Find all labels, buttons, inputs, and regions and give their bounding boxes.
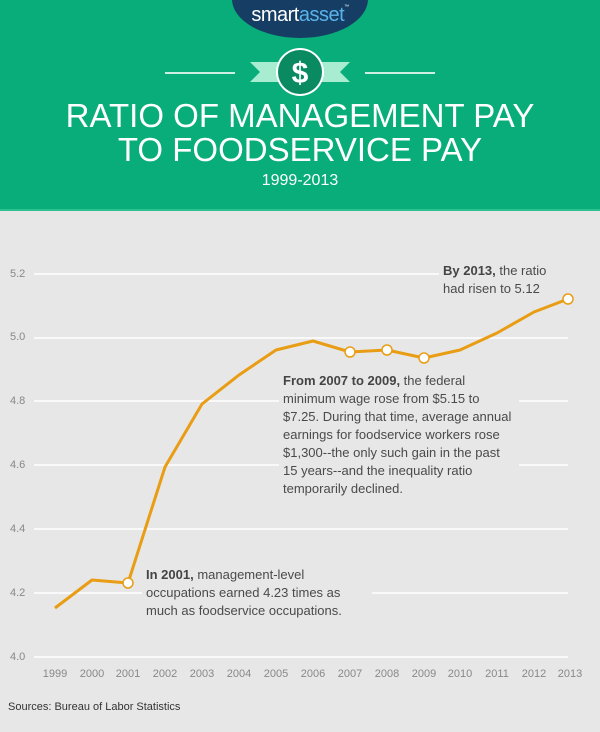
x-tick-2007: 2007 [337, 668, 363, 680]
trademark: ™ [344, 4, 349, 10]
x-tick-2004: 2004 [226, 668, 252, 680]
annotation-2007-text: the federal minimum wage rose from $5.15… [283, 373, 512, 496]
x-tick-2002: 2002 [152, 668, 178, 680]
source-note: Sources: Bureau of Labor Statistics [8, 701, 181, 713]
x-tick-2012: 2012 [521, 668, 547, 680]
x-tick-2011: 2011 [485, 668, 509, 680]
dollar-badge: $ [250, 48, 350, 96]
y-tick-4.4: 4.4 [10, 523, 26, 535]
header-banner: smartasset™ $ RATIO OF MANAGEMENT PAY TO… [0, 0, 600, 211]
smartasset-logo: smartasset™ [232, 4, 368, 27]
svg-text:$: $ [292, 57, 309, 90]
title-line-2: TO FOODSERVICE PAY [117, 131, 483, 168]
y-tick-5.0: 5.0 [10, 331, 26, 343]
subtitle-years: 1999-2013 [261, 172, 339, 189]
divider-left [165, 72, 235, 74]
annotation-2013-bold: By 2013, [443, 263, 496, 278]
x-tick-2003: 2003 [189, 668, 215, 680]
y-tick-5.2: 5.2 [10, 268, 26, 280]
logo-text-smart: smart [251, 4, 299, 26]
logo-text-asset: asset [298, 4, 345, 26]
x-tick-2006: 2006 [300, 668, 326, 680]
annotation-2007-2009: From 2007 to 2009, the federal minimum w… [279, 372, 519, 498]
annotation-2007-bold: From 2007 to 2009, [283, 373, 401, 388]
divider-right [365, 72, 435, 74]
dollar-icon [278, 50, 322, 94]
header-edge [0, 209, 600, 211]
page-title: RATIO OF MANAGEMENT PAY TO FOODSERVICE P… [0, 99, 600, 167]
y-tick-4.0: 4.0 [10, 651, 26, 663]
annotation-2001: In 2001, management-level occupations ea… [142, 566, 372, 620]
x-tick-2009: 2009 [411, 668, 437, 680]
title-line-1: RATIO OF MANAGEMENT PAY [65, 97, 535, 134]
annotation-2013-text: the ratio had risen to 5.12 [443, 263, 547, 296]
y-tick-4.2: 4.2 [10, 587, 26, 599]
annotation-2013: By 2013, the ratio had risen to 5.12 [439, 262, 569, 298]
x-tick-2005: 2005 [263, 668, 289, 680]
x-tick-2010: 2010 [447, 668, 473, 680]
x-tick-2001: 2001 [115, 668, 141, 680]
x-tick-2008: 2008 [374, 668, 400, 680]
y-tick-4.6: 4.6 [10, 459, 26, 471]
x-tick-2013: 2013 [557, 668, 583, 680]
x-tick-1999: 1999 [42, 668, 68, 680]
x-tick-2000: 2000 [79, 668, 105, 680]
annotation-2001-bold: In 2001, [146, 567, 194, 582]
y-tick-4.8: 4.8 [10, 395, 26, 407]
